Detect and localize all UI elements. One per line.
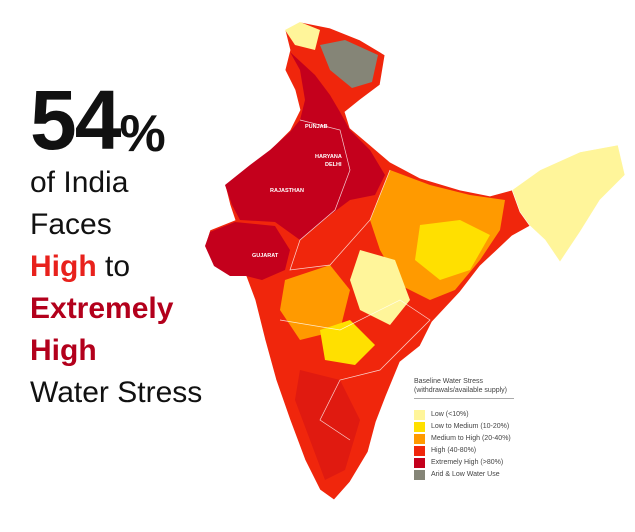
label-punjab: PUNJAB xyxy=(305,124,328,130)
region-medium-high-central xyxy=(280,265,350,340)
legend-item: Extremely High (>80%) xyxy=(414,457,514,468)
legend-item: High (40-80%) xyxy=(414,445,514,456)
headline-line: High to xyxy=(30,250,131,283)
label-gujarat: GUJARAT xyxy=(252,253,279,259)
headline-line: of India xyxy=(30,166,129,199)
headline-line: Water Stress xyxy=(30,376,203,409)
headline-line: Extremely xyxy=(30,292,174,325)
region-low-medium-east xyxy=(415,220,490,280)
region-extremely-high-gujarat xyxy=(205,222,290,280)
headline-line: High xyxy=(30,334,97,367)
label-haryana: HARYANA xyxy=(315,154,342,160)
region-low-central xyxy=(350,250,410,325)
legend-item: Medium to High (20-40%) xyxy=(414,433,514,444)
headline-line: Faces xyxy=(30,208,112,241)
headline: 54% of India Faces High to Extremely Hig… xyxy=(30,78,202,414)
legend-item: Low to Medium (10-20%) xyxy=(414,421,514,432)
region-extremely-high-northwest xyxy=(225,52,385,240)
label-delhi: DELHI xyxy=(325,162,342,168)
legend-title: Baseline Water Stress (withdrawals/availa… xyxy=(414,377,514,399)
region-low-north xyxy=(285,22,320,50)
label-rajasthan: RAJASTHAN xyxy=(270,188,304,194)
map-legend: Baseline Water Stress (withdrawals/availa… xyxy=(414,377,514,481)
legend-item: Low (<10%) xyxy=(414,409,514,420)
stat-percent: 54% xyxy=(30,73,166,167)
region-low-northeast xyxy=(511,144,626,263)
region-low-medium-south xyxy=(320,320,375,365)
region-arid xyxy=(320,40,378,88)
state-borders xyxy=(279,299,431,441)
state-borders xyxy=(289,119,391,271)
legend-item: Arid & Low Water Use xyxy=(414,469,514,480)
